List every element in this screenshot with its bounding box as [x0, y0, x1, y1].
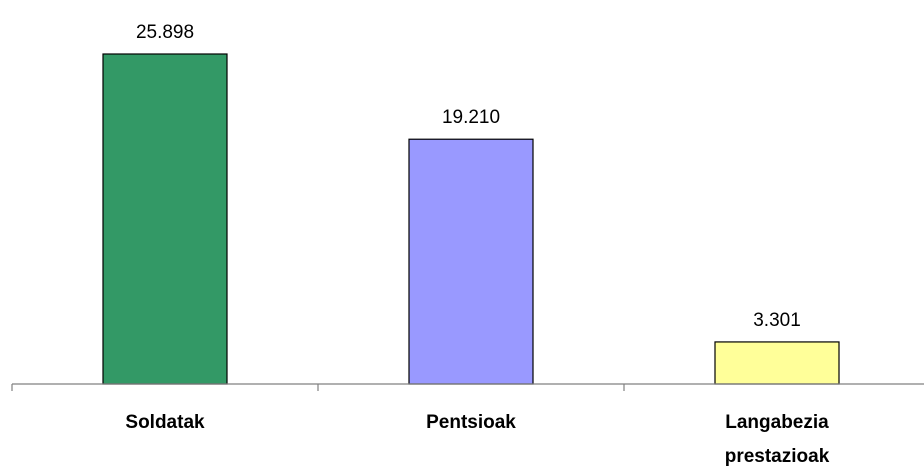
category-label-2-line-1: Pentsioak: [426, 412, 516, 433]
bar-3: [714, 341, 840, 385]
bar-1: [102, 53, 228, 385]
labels-layer: 25.898 Soldatak 19.210 Pentsioak 3.301 Langab…: [125, 22, 829, 467]
bars-layer: [102, 53, 840, 385]
value-label-3: 3.301: [753, 310, 801, 331]
value-label-1: 25.898: [136, 22, 194, 43]
category-label-3-line-1: Langabezia: [725, 412, 829, 433]
category-label-3: Langabezia prestazioak: [725, 412, 830, 467]
category-label-1-line-1: Soldatak: [125, 412, 205, 433]
category-label-2: Pentsioak: [426, 412, 516, 433]
category-label-1: Soldatak: [125, 412, 205, 433]
category-label-3-line-2: prestazioak: [725, 446, 830, 467]
value-label-2: 19.210: [442, 107, 500, 128]
bar-2: [408, 138, 534, 385]
x-axis: [11, 383, 924, 391]
